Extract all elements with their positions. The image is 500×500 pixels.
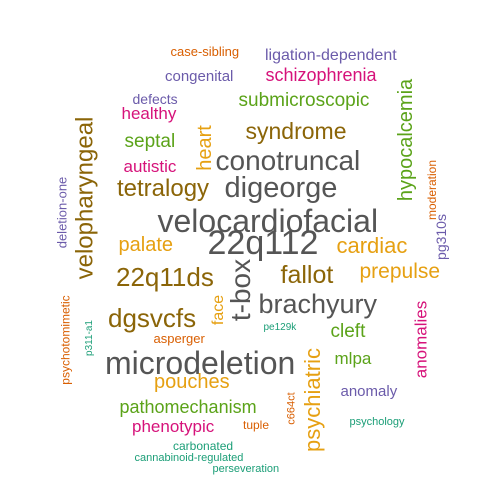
word-submicroscopic: submicroscopic [238, 89, 370, 111]
word-case-sibling: case-sibling [170, 43, 240, 59]
word-hypocalcemia: hypocalcemia [395, 78, 418, 202]
word-autistic: autistic [123, 156, 177, 176]
word-ligation-dependent: ligation-dependent [265, 47, 397, 64]
word-velopharyngeal: velopharyngeal [70, 116, 98, 280]
word-deletion-one: deletion-one [54, 176, 70, 248]
word-pg310s: pg310s [432, 214, 449, 260]
word-velocardiofacial: velocardiofacial [157, 203, 379, 239]
word-phenotypic: phenotypic [132, 416, 215, 436]
word-psychiatric: psychiatric [299, 348, 325, 452]
word-dgsvcfs: dgsvcfs [108, 303, 197, 333]
word-moderation: moderation [425, 159, 440, 221]
word-syndrome: syndrome [245, 117, 347, 144]
word-asperger: asperger [153, 330, 205, 346]
word-conotruncal: conotruncal [215, 145, 361, 176]
word-palate: palate [118, 234, 174, 256]
word-psychology: psychology [349, 415, 405, 428]
word-anomalies: anomalies [411, 300, 431, 378]
word-t-box: t-box [225, 258, 257, 322]
word-digeorge: digeorge [224, 171, 338, 204]
word-healthy: healthy [121, 103, 177, 123]
word-pathomechanism: pathomechanism [119, 397, 257, 417]
word-schizophrenia: schizophrenia [265, 65, 377, 85]
word-tuple: tuple [243, 418, 270, 432]
word-microdeletion: microdeletion [105, 345, 296, 381]
word-septal: septal [124, 130, 176, 152]
word-anomaly: anomaly [340, 382, 398, 400]
word-p311-a1: p311-a1 [83, 320, 95, 356]
word-mlpa: mlpa [334, 348, 372, 368]
word-cannabinoid-regulated: cannabinoid-regulated [134, 451, 244, 464]
word-pe129k: pe129k [263, 322, 297, 333]
word-psychotomimetic: psychotomimetic [58, 295, 73, 385]
word-perseveration: perseveration [212, 462, 280, 475]
word-face: face [210, 294, 228, 326]
word-pouches: pouches [154, 371, 230, 393]
word-22q11ds: 22q11ds [116, 262, 214, 292]
word-cardiac: cardiac [336, 233, 408, 258]
word-heart: heart [193, 125, 216, 171]
word-c664ct: c664ct [285, 391, 298, 425]
word-prepulse: prepulse [359, 259, 441, 283]
word-defects: defects [132, 91, 178, 107]
word-cleft: cleft [330, 320, 366, 342]
word-22q112: 22q112 [207, 224, 319, 262]
word-fallot: fallot [280, 260, 334, 289]
word-brachyury: brachyury [258, 288, 378, 319]
word-congenital: congenital [165, 67, 234, 85]
word-tetralogy: tetralogy [117, 175, 210, 202]
word-carbonated: carbonated [173, 439, 234, 453]
